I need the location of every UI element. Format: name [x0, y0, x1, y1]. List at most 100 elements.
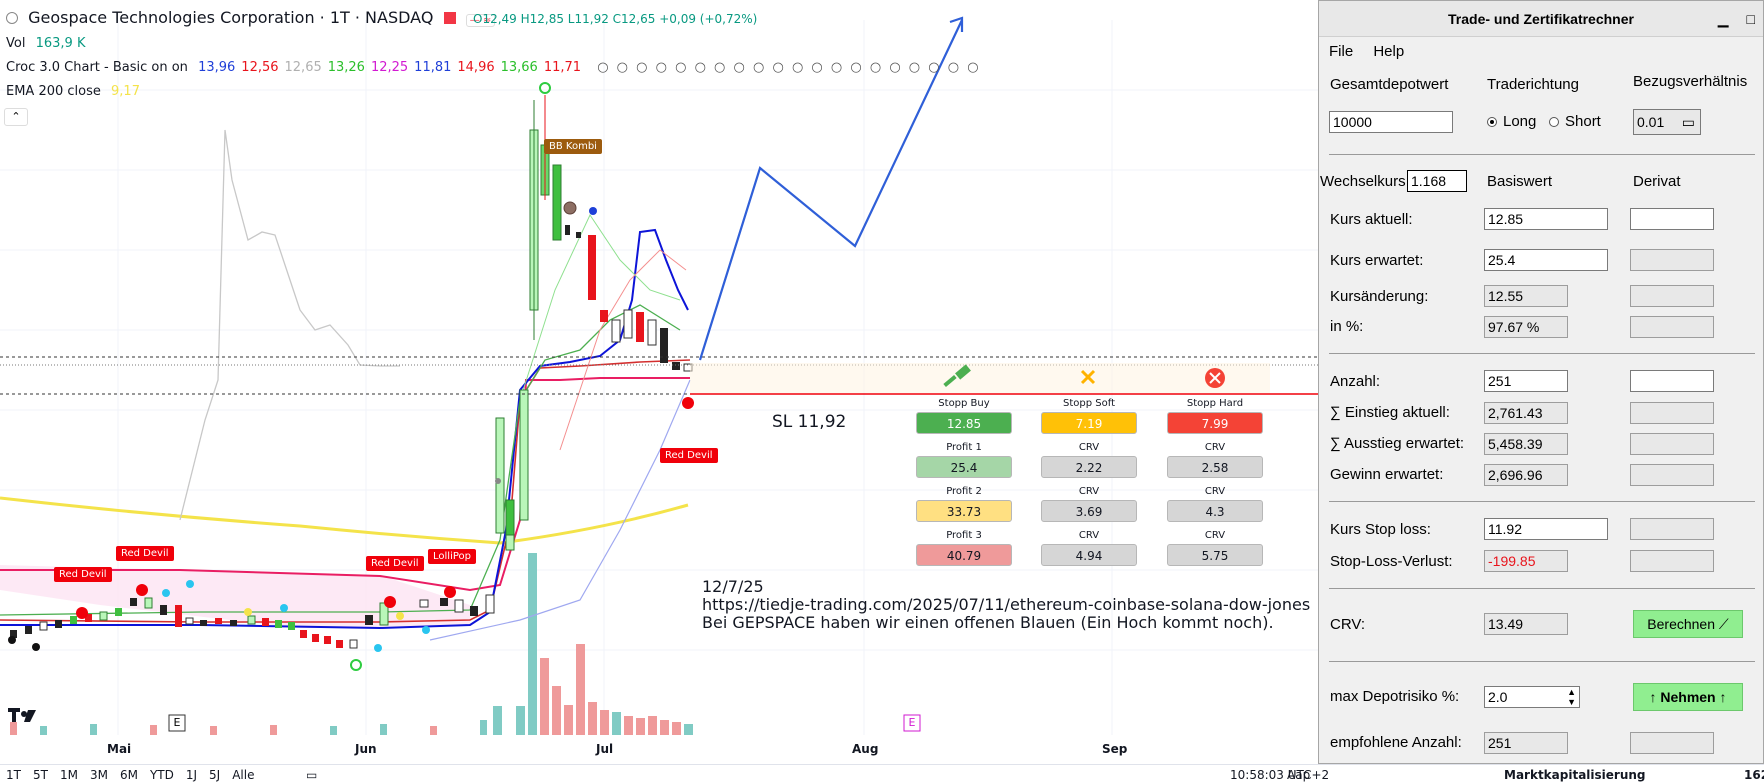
- candle: [336, 640, 343, 648]
- wechselkurs-input[interactable]: 1.168: [1407, 170, 1467, 192]
- candle: [588, 235, 596, 300]
- crv-hard-2: 4.3: [1167, 500, 1263, 522]
- stoploss-label: Kurs Stop loss:: [1330, 521, 1431, 538]
- candle: [175, 605, 182, 627]
- indicator-value: 13,26: [327, 60, 365, 75]
- anzahl-input[interactable]: 251: [1484, 370, 1568, 392]
- candle: [552, 164, 562, 241]
- range-button-1t[interactable]: 1T: [6, 768, 21, 782]
- menu-file[interactable]: File: [1329, 43, 1354, 60]
- stoploss-input[interactable]: 11.92: [1484, 518, 1608, 540]
- kurs-aktuell-input[interactable]: 12.85: [1484, 208, 1608, 230]
- wechselkurs-label: Wechselkurs: [1320, 173, 1406, 190]
- kursaenderung-value: 12.55: [1484, 285, 1568, 307]
- stopp-soft-column: Stopp Soft 7.19 CRV 2.22 CRV 3.69 CRV 4.…: [1041, 398, 1137, 566]
- in-pct-label: in %:: [1330, 318, 1364, 335]
- kurs-erwartet-input[interactable]: 25.4: [1484, 249, 1608, 271]
- profit-3-value: 40.79: [916, 544, 1012, 566]
- dropdown-icon: ▭: [1681, 114, 1695, 130]
- range-button-1j[interactable]: 1J: [185, 768, 198, 782]
- minimize-icon[interactable]: ▁: [1717, 11, 1729, 27]
- volume-bar: [576, 644, 585, 735]
- chart-icon: ⟋: [1718, 616, 1729, 632]
- stopp-buy-column: Stopp Buy 12.85 Profit 1 25.4 Profit 2 3…: [916, 398, 1012, 566]
- candle: [115, 608, 122, 616]
- kursaenderung-label: Kursänderung:: [1330, 288, 1429, 305]
- candle: [185, 617, 194, 625]
- note-url[interactable]: https://tiedje-trading.com/2025/07/11/et…: [702, 596, 1311, 614]
- symbol-title[interactable]: Geospace Technologies Corporation · 1T ·…: [28, 8, 434, 27]
- empf-label: empfohlene Anzahl:: [1330, 734, 1462, 751]
- basiswert-label: Basiswert: [1487, 173, 1553, 190]
- marktkap-value: 162: [1744, 768, 1764, 782]
- vol-value: 163,9 K: [35, 36, 86, 51]
- x-axis-label: Sep: [1102, 742, 1128, 756]
- bezug-select[interactable]: 0.01 ▭: [1633, 109, 1701, 135]
- volume-bar: [612, 712, 621, 735]
- clock-time[interactable]: 10:58:03 UTC+2: [1230, 768, 1330, 782]
- range-button-alle[interactable]: Alle: [232, 768, 255, 782]
- derivat-slverlust: [1630, 550, 1714, 572]
- indicator-legend[interactable]: Croc 3.0 Chart - Basic on on 13,96 12,56 1…: [6, 60, 987, 75]
- volume-legend[interactable]: Vol 163,9 K: [6, 36, 91, 51]
- candle: [660, 328, 668, 363]
- range-button-5t[interactable]: 5T: [32, 768, 48, 782]
- volume-bar: [493, 706, 502, 735]
- menu-bar: File Help: [1319, 37, 1763, 67]
- spin-arrows-icon[interactable]: ▲ ▼: [1567, 687, 1576, 707]
- short-radio[interactable]: Short: [1549, 113, 1601, 130]
- ema200-line: [0, 496, 689, 545]
- crv-hard-1: 2.58: [1167, 456, 1263, 478]
- symbol-icon: [6, 12, 18, 24]
- dialog-titlebar[interactable]: Trade- und Zertifikatrechner ▁ □: [1319, 1, 1763, 37]
- long-radio[interactable]: Long: [1487, 113, 1536, 130]
- earnings-marker-label[interactable]: E: [173, 716, 181, 729]
- separator: [1329, 661, 1755, 662]
- volume-bar: [210, 726, 217, 735]
- berechnen-button[interactable]: Berechnen ⟋: [1633, 610, 1743, 638]
- maximize-icon[interactable]: □: [1746, 11, 1755, 27]
- arrow-up-icon: ↑: [1649, 689, 1657, 705]
- calendar-icon[interactable]: ▭: [306, 768, 318, 782]
- bottom-toolbar: 1T 5T 1M 3M 6M YTD 1J 5J Alle ▭ 10:58:03 UTC+2 A…: [0, 764, 1764, 784]
- x-axis-label: Jul: [596, 742, 614, 756]
- earnings-marker-label[interactable]: E: [908, 716, 916, 729]
- bezug-label: Bezugsverhältnis: [1633, 73, 1748, 90]
- candle: [419, 599, 429, 608]
- crv-label: CRV: [1204, 530, 1226, 541]
- volume-bar: [90, 724, 97, 735]
- range-button-1m[interactable]: 1M: [59, 768, 78, 782]
- range-button-6m[interactable]: 6M: [119, 768, 138, 782]
- gesamtdepotwert-input[interactable]: 10000: [1329, 111, 1453, 133]
- range-button-ytd[interactable]: YTD: [149, 768, 174, 782]
- kurs-erwartet-label: Kurs erwartet:: [1330, 252, 1424, 269]
- range-button-5j[interactable]: 5J: [209, 768, 221, 782]
- compare-icon[interactable]: — ≈: [465, 14, 496, 27]
- ema-legend[interactable]: EMA 200 close 9,17: [6, 84, 146, 99]
- flag-icon[interactable]: [443, 12, 456, 24]
- maxrisiko-spinbox[interactable]: 2.0 ▲ ▼: [1484, 686, 1580, 708]
- time-range-buttons[interactable]: 1T 5T 1M 3M 6M YTD 1J 5J Alle: [6, 768, 266, 782]
- earnings-marker: [903, 714, 921, 732]
- note-text: Bei GEPSPACE haben wir einen offenen Bla…: [702, 613, 1274, 632]
- indicator-values: 13,96 12,56 12,65 13,26 12,25 11,81 14,96 13,66…: [198, 60, 587, 75]
- candle: [470, 606, 478, 616]
- volume-bar: [330, 726, 337, 735]
- range-button-3m[interactable]: 3M: [89, 768, 108, 782]
- volume-bar: [540, 658, 549, 735]
- candle: [440, 598, 448, 606]
- candle: [505, 499, 515, 536]
- candle: [55, 620, 62, 628]
- collapse-legend-button[interactable]: ⌃: [4, 108, 28, 126]
- derivat-anzahl-input[interactable]: [1630, 370, 1714, 392]
- derivat-kurs-aktuell-input[interactable]: [1630, 208, 1714, 230]
- hammer-icon: [943, 364, 971, 388]
- projection-arrowhead: [949, 16, 964, 32]
- nehmen-button[interactable]: ↑ Nehmen ↑: [1633, 683, 1743, 711]
- menu-help[interactable]: Help: [1373, 43, 1405, 60]
- trade-calculator-dialog[interactable]: Trade- und Zertifikatrechner ▁ □ File Hel…: [1318, 0, 1764, 764]
- volume-bar: [624, 716, 633, 735]
- candle: [324, 636, 331, 644]
